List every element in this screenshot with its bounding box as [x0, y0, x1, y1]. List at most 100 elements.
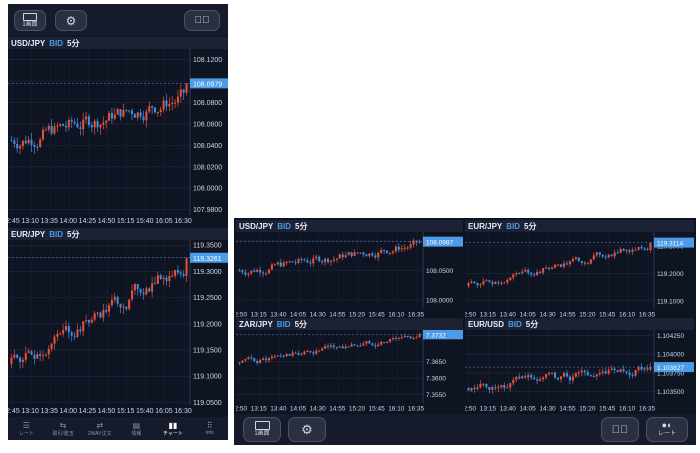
candle-body	[568, 261, 571, 265]
single-view-button[interactable]: 1画面	[14, 10, 46, 31]
candle-body	[102, 309, 105, 318]
candle-body	[282, 355, 285, 357]
x-tick-label: 15:40	[136, 408, 154, 415]
candle-body	[394, 246, 397, 252]
candle-body	[168, 104, 171, 107]
layout-switch-button[interactable]: ▯⃞	[601, 417, 639, 442]
x-tick-label: 13:10	[21, 218, 39, 225]
price-type-label: BID	[508, 319, 522, 329]
candle-body	[598, 252, 601, 255]
candle-body	[386, 341, 389, 343]
layout-switch-icon: ▯⃞	[611, 423, 629, 436]
candle-body	[56, 333, 59, 337]
y-tick-label: 119.3500	[193, 243, 222, 250]
candle-body	[125, 109, 128, 111]
x-tick-label: 14:00	[60, 218, 78, 225]
candle-body	[70, 119, 73, 122]
candle-body	[391, 338, 394, 340]
nav-item-trade[interactable]: ⇆ 取引/建玉	[45, 417, 82, 440]
candle-body	[270, 264, 273, 270]
candle-body	[262, 272, 265, 274]
candle-body	[276, 355, 279, 357]
rate-button[interactable]: ●◐ レート	[646, 417, 688, 442]
candle-body	[598, 372, 601, 375]
order-icon: ⇄	[96, 420, 104, 430]
info-news-icon: ▤	[132, 420, 141, 430]
candle-body	[247, 357, 250, 360]
candle-body	[168, 276, 171, 281]
candle-body	[250, 357, 253, 359]
candle-body	[565, 263, 569, 265]
candle-body	[415, 337, 418, 339]
trade-icon: ⇆	[59, 420, 67, 430]
candle-body	[256, 269, 259, 272]
candle-body	[90, 124, 93, 128]
candle-body	[59, 333, 62, 335]
candle-body	[185, 257, 188, 276]
candle-body	[297, 353, 300, 356]
x-tick-label: 15:45	[369, 312, 386, 319]
x-tick-label: 15:45	[599, 312, 616, 319]
candle-body	[85, 116, 88, 120]
nav-label: レート	[18, 430, 34, 437]
candle-body	[634, 369, 637, 376]
candle-body	[509, 383, 512, 388]
candle-body	[548, 372, 551, 375]
candle-body	[335, 258, 338, 260]
candle-body	[637, 366, 640, 370]
pair-label: EUR/JPY	[468, 221, 503, 231]
candle-body	[182, 89, 185, 93]
candle-body	[324, 346, 327, 349]
chart-usdjpy[interactable]: USD/JPY BID 5分 108.1000108.0500108.00001…	[236, 220, 463, 320]
candle-body	[21, 140, 24, 147]
x-tick-label: 13:10	[21, 408, 39, 415]
chart-eurjpy[interactable]: EUR/JPY BID 5分 119.3000119.2000119.10001…	[465, 220, 694, 320]
x-tick-label: 13:35	[40, 408, 58, 415]
y-tick-label: 108.0500	[426, 268, 453, 275]
chart-eurusd[interactable]: EUR/USD BID 5分 1.104250 1.104000 1.103750 1…	[465, 318, 694, 414]
candle-body	[386, 250, 389, 254]
nav-item-info-news[interactable]: ▤ 情報	[118, 417, 155, 440]
candle-body	[64, 125, 67, 128]
candle-body	[82, 119, 85, 130]
candle-body	[321, 348, 324, 351]
single-view-button[interactable]: 1画面	[243, 417, 281, 442]
candle-body	[545, 374, 548, 378]
candle-body	[562, 373, 566, 377]
candle-body	[70, 332, 73, 336]
candle-body	[553, 264, 557, 268]
candle-body	[400, 248, 403, 250]
candle-body	[512, 274, 515, 278]
nav-item-rate[interactable]: ☰ レート	[8, 417, 45, 440]
candle-body	[344, 346, 347, 349]
candle-body	[309, 262, 312, 264]
candle-body	[30, 351, 33, 355]
candle-body	[556, 264, 560, 266]
candle-body	[312, 352, 315, 354]
chart-zarjpy[interactable]: ZAR/JPY BID 5分 7.37507.36507.36007.35501…	[236, 318, 463, 414]
candle-body	[383, 249, 386, 251]
nav-item-info[interactable]: ⠿ info	[191, 417, 228, 440]
x-tick-label: 16:35	[639, 312, 656, 319]
price-type-label: BID	[277, 221, 292, 231]
nav-item-2way[interactable]: ⇄ 2WAY注文	[81, 417, 118, 440]
layout-switch-button[interactable]: ▯⃞	[184, 10, 220, 31]
candle-body	[506, 387, 509, 389]
chart-eurjpy[interactable]: EUR/JPY BID 5分 119.3500 119.3000 119.2500 1…	[8, 228, 228, 417]
chart-usdjpy[interactable]: USD/JPY BID 5分 108.1200108.1000108.08001…	[8, 37, 228, 227]
settings-button[interactable]: ⚙	[288, 417, 326, 442]
candle-body	[406, 247, 409, 249]
candle-body	[151, 106, 154, 108]
candle-body	[241, 270, 244, 273]
candle-body	[244, 359, 247, 361]
candle-body	[359, 345, 362, 347]
candle-body	[536, 379, 539, 381]
nav-item-chart[interactable]: ▮▮ チャート	[155, 417, 192, 440]
candle-body	[10, 357, 13, 364]
settings-button[interactable]: ⚙	[55, 10, 87, 31]
candle-body	[374, 255, 377, 258]
candle-body	[371, 253, 374, 256]
candle-body	[592, 255, 595, 260]
y-tick-label: 7.3650	[426, 359, 446, 366]
candle-body	[139, 112, 142, 117]
